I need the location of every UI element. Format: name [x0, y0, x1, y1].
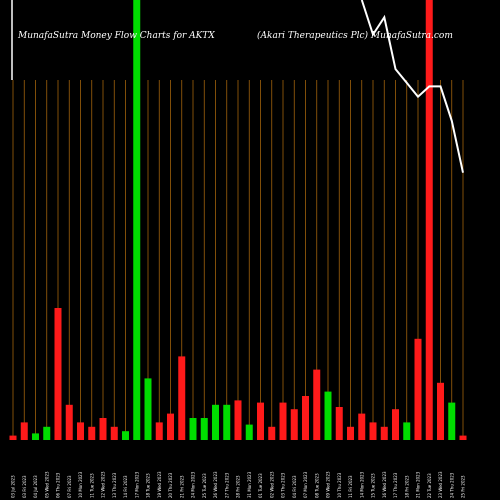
bar [144, 378, 152, 440]
bar [43, 426, 51, 440]
bar [437, 382, 444, 440]
x-tick-label: 24 Thu 2023 [449, 472, 454, 498]
x-tick-label: 31 Mon 2023 [247, 471, 252, 498]
x-tick-label: 04 Fri 2023 [292, 475, 297, 498]
x-tick-label: 11 Tue 2023 [89, 473, 94, 498]
bar [88, 426, 96, 440]
x-tick-label: 27 Thu 2023 [224, 472, 229, 498]
bar [335, 407, 343, 440]
price-line-group [360, 0, 464, 173]
x-tick-label: 14 Mon 2023 [359, 471, 364, 498]
x-tick-label: 21 Fri 2023 [179, 475, 184, 498]
bar [20, 422, 28, 440]
x-tick-label: 08 Tue 2023 [314, 473, 319, 498]
x-tick-label: 11 Fri 2023 [348, 475, 353, 498]
bar [369, 422, 377, 440]
bar [290, 409, 298, 440]
x-tick-label: 16 Wed 2023 [382, 471, 387, 498]
bar [302, 396, 309, 440]
bar [122, 431, 129, 440]
bar [223, 404, 231, 440]
grid-lines [12, 80, 464, 440]
bar [65, 404, 73, 440]
x-tick-label: 23 Wed 2023 [438, 471, 443, 498]
x-tick-label: 25 Fri 2023 [461, 475, 466, 498]
bar [324, 391, 332, 440]
x-tick-label: 04 Jul 2023 [33, 475, 38, 498]
bar [313, 369, 321, 440]
bar [32, 433, 39, 440]
x-tick-label: 13 Thu 2023 [112, 472, 117, 498]
bar [245, 424, 253, 440]
x-tick-label: 14 Fri 2023 [123, 475, 128, 498]
bar [358, 413, 366, 440]
x-tick-labels: 03 Jul 2023 03 Fri 2023 04 Jul 2023 05 Wed … [11, 471, 466, 498]
bar [268, 426, 276, 440]
x-tick-label: 17 Mon 2023 [134, 471, 139, 498]
x-tick-label: 03 Thu 2023 [281, 472, 286, 498]
chart-title-left: MunafaSutra Money Flow Charts for AKTX [17, 31, 215, 41]
bar [189, 418, 197, 440]
bar [99, 418, 107, 440]
bar [167, 413, 174, 440]
bar [54, 308, 62, 440]
bar [110, 426, 118, 440]
bar [200, 418, 208, 440]
x-tick-label: 26 Wed 2023 [213, 471, 218, 498]
x-tick-label: 03 Fri 2023 [22, 475, 27, 498]
bar [380, 426, 388, 440]
chart-title-right: (Akari Therapeutics Plc) MunafaSutra.com [257, 30, 453, 41]
bar [347, 426, 354, 440]
x-tick-label: 20 Thu 2023 [168, 472, 173, 498]
bar [414, 338, 422, 440]
x-tick-label: 22 Tue 2023 [427, 473, 432, 498]
x-tick-label: 18 Tue 2023 [146, 473, 151, 498]
x-tick-label: 10 Thu 2023 [337, 472, 342, 498]
x-tick-label: 17 Thu 2023 [393, 472, 398, 498]
bar [234, 400, 242, 440]
x-tick-label: 01 Tue 2023 [258, 473, 263, 498]
x-tick-label: 12 Wed 2023 [101, 471, 106, 498]
x-tick-label: 19 Wed 2023 [157, 471, 162, 498]
bar [9, 435, 17, 440]
x-tick-label: 09 Wed 2023 [326, 471, 331, 498]
bar [77, 422, 84, 440]
price-line [360, 0, 464, 173]
bar [425, 0, 433, 440]
bar [133, 0, 141, 440]
x-tick-label: 05 Wed 2023 [44, 471, 49, 498]
x-tick-label: 07 Mon 2023 [303, 471, 308, 498]
bar [448, 402, 456, 440]
x-tick-label: 25 Tue 2023 [202, 473, 207, 498]
bar [212, 404, 219, 440]
x-tick-label: 24 Mon 2023 [191, 471, 196, 498]
bar [403, 422, 411, 440]
x-tick-label: 15 Tue 2023 [371, 473, 376, 498]
x-tick-label: 03 Jul 2023 [11, 475, 16, 498]
x-tick-label: 07 Fri 2023 [67, 475, 72, 498]
x-tick-label: 02 Wed 2023 [269, 471, 274, 498]
bar [392, 409, 399, 440]
x-tick-label: 18 Fri 2023 [404, 475, 409, 498]
x-tick-label: 10 Mon 2023 [78, 471, 83, 498]
bar [459, 435, 467, 440]
bar [178, 356, 186, 440]
x-tick-label: 06 Thu 2023 [56, 472, 61, 498]
x-tick-label: 21 Mon 2023 [416, 471, 421, 498]
x-tick-label: 28 Fri 2023 [236, 475, 241, 498]
bar [257, 402, 264, 440]
bars-group [9, 0, 467, 440]
bar [155, 422, 163, 440]
bar [279, 402, 287, 440]
